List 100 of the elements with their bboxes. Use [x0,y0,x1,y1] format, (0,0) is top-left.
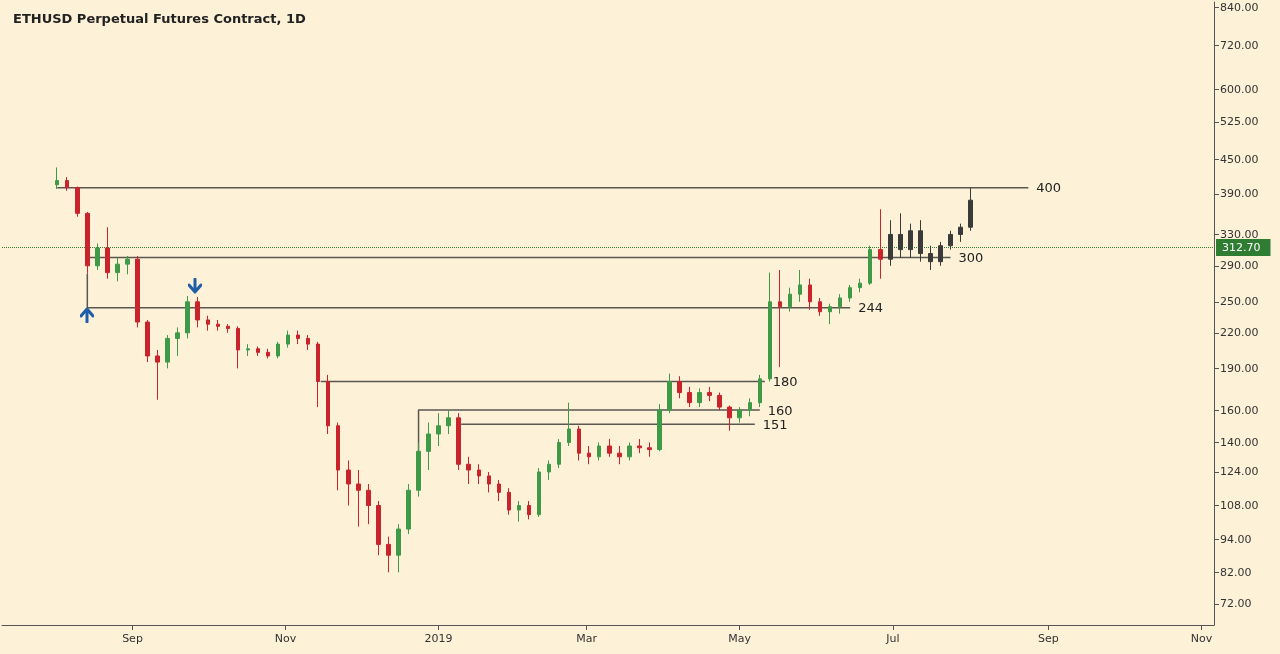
candlestick [567,402,571,447]
candlestick [968,187,973,232]
candlestick [778,269,782,368]
candlestick [828,303,832,325]
y-tick-label: 140.00 [1220,436,1259,450]
candlestick [888,219,893,267]
candlestick [165,334,170,369]
y-tick-label: 290.00 [1220,259,1259,273]
candlestick [145,319,150,363]
candlestick [446,409,451,435]
candlestick [938,241,943,267]
candlestick [336,422,340,491]
candlestick [426,422,431,471]
candlestick [296,330,300,345]
candlestick [758,374,762,408]
y-tick-label: 330.00 [1220,227,1259,241]
candlestick [687,386,692,408]
candlestick [115,257,120,282]
candlestick [175,326,180,357]
candlestick [125,255,130,275]
candlestick [456,412,461,471]
candlestick [858,278,862,293]
candlestick [948,230,953,251]
candlestick [737,406,742,424]
x-tick-label: May [728,632,752,645]
y-tick-label: 720.00 [1220,38,1259,52]
candlestick [918,219,923,263]
candlestick [597,442,601,461]
y-tick-label: 450.00 [1220,152,1259,166]
candlestick [55,166,59,190]
candlestick [868,245,872,286]
x-tick-label: 2019 [424,632,453,645]
candlestick [908,223,913,259]
candlestick [256,345,260,357]
y-tick-label: 72.00 [1220,597,1252,611]
candlestick [607,438,612,458]
candlestick [346,460,351,506]
candlestick [667,373,672,414]
y-tick-label: 840.00 [1220,1,1259,15]
candlestick [707,386,712,402]
candlestick [848,284,852,303]
x-tick-label: Sep [122,632,143,645]
y-tick-label: 124.00 [1220,465,1259,479]
candlestick [727,405,732,432]
candlestick [466,456,471,485]
candlestick [206,315,210,332]
x-tick-label: Sep [1038,632,1059,645]
candlestick [527,500,531,520]
candlestick [236,325,240,369]
candlestick [105,226,110,280]
candlestick [366,483,371,525]
candlestick [155,349,160,401]
x-tick-label: Nov [1190,632,1213,645]
candlestick [537,467,541,518]
x-tick-label: Jul [885,632,900,645]
x-tick-label: Mar [576,632,598,645]
candlestick [717,392,722,411]
y-tick-label: 108.00 [1220,498,1259,512]
candlestick [316,341,320,408]
candlestick [647,442,652,458]
candlestick [788,287,792,313]
candlestick [627,442,632,461]
ref-line-label: 312.70 [1222,241,1261,255]
series-label: 400 [1036,180,1062,196]
candlestick [95,242,100,271]
candlestick [487,471,491,493]
candlestick [547,460,551,481]
candlestick [276,341,280,359]
candlestick [266,348,270,359]
candlestick [577,425,581,461]
candlestick [416,442,421,498]
candlestick [326,374,330,435]
series-label: 244 [858,300,883,316]
candlestick [135,255,140,328]
series-label: 151 [762,416,788,432]
y-tick-label: 390.00 [1220,187,1259,201]
candlestick [507,487,511,516]
candlestick [376,500,381,556]
candlestick [768,272,772,383]
series-label: 180 [772,374,798,390]
candlestick [185,295,190,339]
y-tick-label: 220.00 [1220,326,1259,340]
candlestick [677,375,682,399]
candlestick [928,245,933,271]
candlestick [406,483,411,535]
candlestick [216,319,220,332]
candlestick [697,387,702,408]
candlestick [557,438,561,469]
candlestick [517,500,521,523]
candlestick [436,412,441,447]
candlestick [657,403,662,452]
candlestick [878,208,883,280]
y-tick-label: 250.00 [1220,295,1259,309]
candlestick [748,397,752,417]
series-label: 300 [958,250,984,266]
candlestick [617,445,622,465]
candlestick [226,323,230,334]
candlestick [85,211,90,274]
candlestick [838,293,842,315]
candlestick [195,296,200,328]
